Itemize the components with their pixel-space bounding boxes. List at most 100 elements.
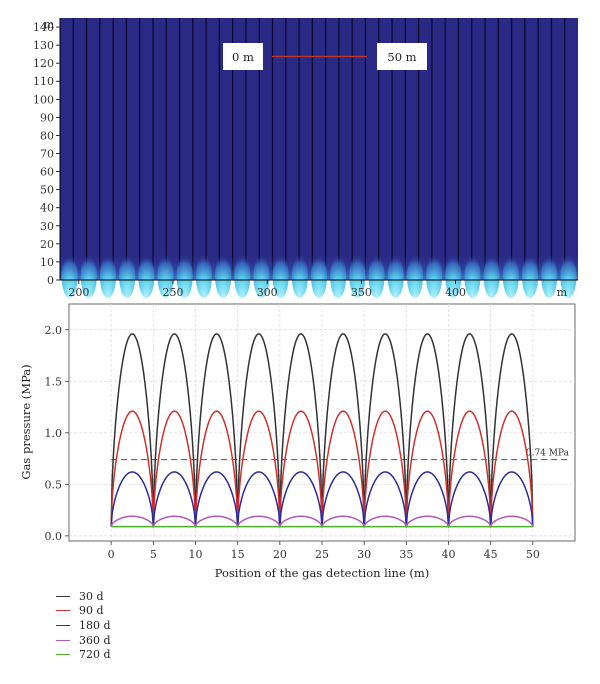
legend-item: 360 d	[56, 633, 111, 648]
gas-hotspot	[176, 254, 193, 299]
legend-item: 90 d	[56, 604, 111, 619]
reference-line-label: 0.74 MPa	[526, 449, 570, 459]
map-x-tick-label: 350	[351, 286, 372, 299]
gas-hotspot	[445, 254, 462, 299]
map-y-tick-label: 30	[40, 220, 54, 233]
map-y-tick-label: 130	[33, 39, 54, 52]
map-y-tick-label: 110	[33, 75, 54, 88]
legend-swatch	[56, 639, 70, 641]
x-axis-title: Position of the gas detection line (m)	[215, 566, 430, 580]
scale-bar-right-box	[377, 43, 427, 70]
gas-hotspot	[502, 254, 519, 299]
legend-swatch	[56, 610, 70, 612]
x-tick-label: 50	[526, 548, 540, 561]
gas-hotspot	[541, 254, 558, 299]
x-tick-label: 35	[399, 548, 413, 561]
map-y-tick-label: 50	[40, 184, 54, 197]
x-tick-label: 10	[189, 548, 203, 561]
extraction-lines	[72, 18, 566, 280]
x-tick-label: 15	[231, 548, 245, 561]
map-y-tick-label: 10	[40, 256, 54, 269]
legend-item: 180 d	[56, 618, 111, 633]
y-tick-label: 2.0	[45, 324, 63, 337]
legend-label: 30 d	[79, 589, 104, 603]
series-lines	[110, 333, 534, 529]
gas-hotspot	[387, 254, 404, 299]
map-y-tick-label: 0	[47, 274, 54, 287]
gas-hotspot	[368, 254, 385, 299]
y-tick-label: 0.5	[45, 478, 63, 491]
legend-label: 360 d	[79, 633, 111, 647]
y-tick-label: 1.5	[45, 375, 63, 388]
y-tick-label: 1.0	[45, 427, 63, 440]
map-y-tick-label: 80	[40, 129, 54, 142]
x-tick-label: 0	[108, 548, 115, 561]
gas-hotspot	[349, 254, 366, 299]
map-y-tick-label: 40	[40, 202, 54, 215]
gas-hotspot	[61, 254, 78, 299]
map-y-unit: m	[44, 18, 55, 31]
x-tick-label: 30	[357, 548, 371, 561]
map-y-tick-label: 20	[40, 238, 54, 251]
x-tick-label: 20	[273, 548, 287, 561]
legend-item: 30 d	[56, 589, 111, 604]
map-background	[60, 18, 578, 280]
gas-hotspot	[483, 254, 500, 299]
y-axis-title: Gas pressure (MPa)	[19, 364, 33, 479]
gas-hotspot	[215, 254, 232, 299]
map-y-tick-label: 100	[33, 93, 54, 106]
map-y-tick-label: 90	[40, 111, 54, 124]
map-x-unit: m	[557, 286, 568, 299]
gas-hotspot	[119, 254, 136, 299]
x-tick-label: 45	[484, 548, 498, 561]
gas-hotspot	[234, 254, 251, 299]
gas-pressure-chart: 0.74 MPa 0.0 0.5 1.0 1.5 2.0 0 5 10 15 20 25 30 35 4…	[19, 303, 576, 580]
legend-label: 90 d	[79, 604, 104, 618]
legend-swatch	[56, 624, 70, 626]
reference-line-group: 0.74 MPa	[111, 449, 571, 461]
map-y-tick-label: 70	[40, 148, 54, 161]
scale-bar-left-label: 0 m	[232, 50, 254, 64]
legend-swatch	[56, 654, 70, 656]
map-y-tick-label: 60	[40, 166, 54, 179]
map-x-tick-label: 400	[445, 286, 466, 299]
map-x-tick-label: 250	[163, 286, 184, 299]
gas-hotspot	[195, 254, 212, 299]
gas-hotspot	[253, 254, 270, 299]
legend-item: 720 d	[56, 647, 111, 662]
scale-bar: 0 m 50 m	[223, 43, 427, 70]
gas-hotspot	[157, 254, 174, 299]
legend: 30 d 90 d 180 d 360 d 720 d	[56, 589, 111, 662]
gas-hotspot	[310, 254, 328, 299]
legend-label: 720 d	[79, 648, 111, 662]
map-y-tick-label: 140	[33, 21, 54, 34]
x-ticks: 0 5 10 15 20 25 30 35 40 45 50	[108, 541, 540, 561]
gas-hotspot	[521, 254, 539, 299]
gas-field-map: 0 10 20 30 40 50 60 70 80 90 100 110 120 130 140 200 25…	[33, 18, 578, 299]
gas-hotspot	[464, 254, 481, 299]
x-tick-label: 40	[442, 548, 456, 561]
x-tick-label: 25	[315, 548, 329, 561]
gas-hotspot	[291, 254, 308, 299]
map-y-ticks: 0 10 20 30 40 50 60 70 80 90 100 110 120 130 140	[33, 21, 60, 287]
gas-hotspot	[80, 254, 97, 299]
y-ticks: 0.0 0.5 1.0 1.5 2.0	[45, 324, 69, 543]
scale-bar-left-box	[223, 43, 263, 70]
gas-hotspot	[426, 254, 443, 299]
y-tick-label: 0.0	[45, 530, 63, 543]
gas-hotspot	[560, 254, 577, 299]
map-y-tick-label: 120	[33, 57, 54, 70]
gas-hotspots	[60, 254, 578, 299]
gas-hotspot	[272, 254, 289, 299]
gas-hotspot	[99, 254, 117, 299]
legend-swatch	[56, 595, 70, 597]
scale-bar-right-label: 50 m	[387, 50, 416, 64]
legend-label: 180 d	[79, 618, 111, 632]
gas-hotspot	[138, 254, 155, 299]
gas-hotspot	[406, 254, 423, 299]
map-x-tick-label: 300	[257, 286, 278, 299]
x-tick-label: 5	[150, 548, 157, 561]
map-x-tick-label: 200	[68, 286, 89, 299]
gas-hotspot	[330, 254, 347, 299]
